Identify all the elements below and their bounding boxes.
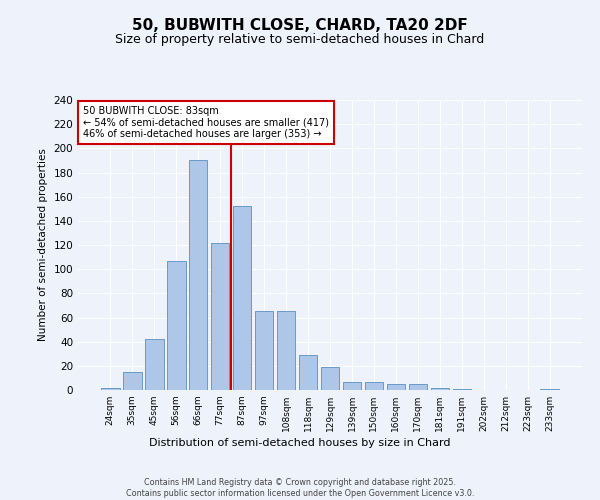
Bar — [320, 367, 340, 390]
Bar — [255, 312, 274, 390]
Text: Size of property relative to semi-detached houses in Chard: Size of property relative to semi-detach… — [115, 32, 485, 46]
Bar — [101, 388, 119, 390]
Bar — [431, 388, 449, 390]
Bar — [365, 382, 383, 390]
Text: 50 BUBWITH CLOSE: 83sqm
← 54% of semi-detached houses are smaller (417)
46% of s: 50 BUBWITH CLOSE: 83sqm ← 54% of semi-de… — [83, 106, 329, 139]
Bar — [452, 389, 471, 390]
Bar — [343, 382, 361, 390]
Text: 50, BUBWITH CLOSE, CHARD, TA20 2DF: 50, BUBWITH CLOSE, CHARD, TA20 2DF — [132, 18, 468, 32]
Bar — [211, 242, 229, 390]
Bar — [386, 384, 405, 390]
Bar — [145, 339, 164, 390]
Text: Distribution of semi-detached houses by size in Chard: Distribution of semi-detached houses by … — [149, 438, 451, 448]
Y-axis label: Number of semi-detached properties: Number of semi-detached properties — [38, 148, 48, 342]
Bar — [167, 260, 185, 390]
Bar — [123, 372, 142, 390]
Bar — [233, 206, 251, 390]
Text: Contains HM Land Registry data © Crown copyright and database right 2025.
Contai: Contains HM Land Registry data © Crown c… — [126, 478, 474, 498]
Bar — [189, 160, 208, 390]
Bar — [299, 355, 317, 390]
Bar — [541, 389, 559, 390]
Bar — [409, 384, 427, 390]
Bar — [277, 312, 295, 390]
